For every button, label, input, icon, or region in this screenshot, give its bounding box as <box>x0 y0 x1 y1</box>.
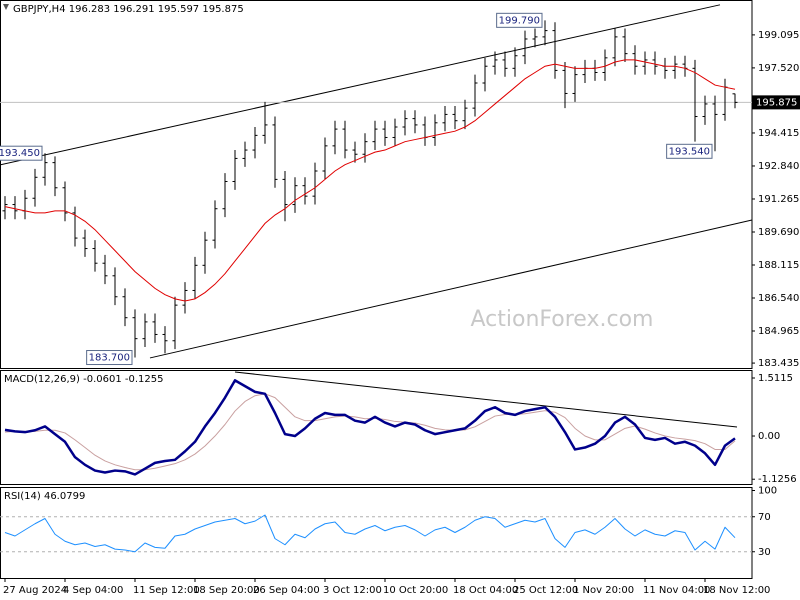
price-label-box <box>666 143 713 159</box>
y-tick-label: 197.520 <box>758 63 799 74</box>
last-price-box <box>752 95 800 110</box>
trend-line <box>149 219 753 359</box>
y-tick-label: 191.265 <box>758 194 799 205</box>
x-tick-label: 27 Aug 2024 <box>3 585 67 596</box>
x-tick-label: 1 Nov 20:00 <box>573 585 634 596</box>
y-tick-label: -1.1256 <box>758 474 797 485</box>
indicator-line <box>4 379 736 476</box>
price-label: 199.790 <box>499 15 540 26</box>
price-label: 183.700 <box>89 353 130 364</box>
y-tick-label: 188.115 <box>758 260 799 271</box>
trend-line <box>0 4 721 166</box>
panel-frame <box>0 0 753 369</box>
y-tick-label: 0.00 <box>758 431 780 442</box>
y-tick-label: 186.540 <box>758 293 799 304</box>
price-label-box <box>0 145 43 161</box>
x-tick-label: 11 Sep 12:00 <box>133 585 200 596</box>
symbol-icon <box>3 4 9 10</box>
y-tick-label: 192.840 <box>758 161 799 172</box>
x-tick-label: 4 Sep 04:00 <box>63 585 123 596</box>
price-label-box <box>86 350 133 366</box>
last-price-label: 195.875 <box>756 97 797 108</box>
panel-title: GBPJPY,H4 196.283 196.291 195.597 195.87… <box>13 4 244 15</box>
y-tick-label: 100 <box>758 486 777 497</box>
y-tick-label: 70 <box>758 512 771 523</box>
x-tick-label: 18 Nov 12:00 <box>703 585 770 596</box>
x-tick-label: 18 Oct 04:00 <box>453 585 518 596</box>
x-tick-label: 26 Sep 04:00 <box>253 585 320 596</box>
y-tick-label: 1.5115 <box>758 373 793 384</box>
price-label: 193.540 <box>669 146 710 157</box>
y-tick-label: 184.965 <box>758 326 799 337</box>
panel-title: MACD(12,26,9) -0.0601 -0.1255 <box>4 374 164 385</box>
x-tick-label: 18 Sep 20:00 <box>193 585 260 596</box>
indicator-line <box>4 393 736 471</box>
y-tick-label: 189.690 <box>758 227 799 238</box>
y-tick-label: 199.095 <box>758 30 799 41</box>
watermark: ActionForex.com <box>471 307 654 332</box>
y-tick-label: 30 <box>758 547 771 558</box>
trend-line <box>234 371 738 428</box>
moving-average <box>4 59 736 302</box>
x-tick-label: 10 Oct 20:00 <box>383 585 448 596</box>
x-tick-label: 3 Oct 12:00 <box>323 585 382 596</box>
y-tick-label: 194.415 <box>758 128 799 139</box>
indicator-line <box>4 514 736 553</box>
panel-frame <box>0 487 753 579</box>
price-label-box <box>496 12 543 28</box>
y-tick-label: 183.435 <box>758 358 799 369</box>
price-label: 193.450 <box>0 148 40 159</box>
x-tick-label: 11 Nov 04:00 <box>643 585 710 596</box>
panel-frame <box>0 370 753 485</box>
x-tick-label: 25 Oct 12:00 <box>513 585 578 596</box>
panel-title: RSI(14) 46.0799 <box>4 491 85 502</box>
